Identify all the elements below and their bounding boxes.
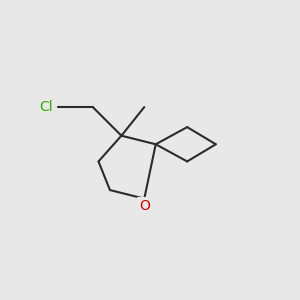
Text: O: O <box>139 199 150 213</box>
Text: Cl: Cl <box>39 100 52 114</box>
